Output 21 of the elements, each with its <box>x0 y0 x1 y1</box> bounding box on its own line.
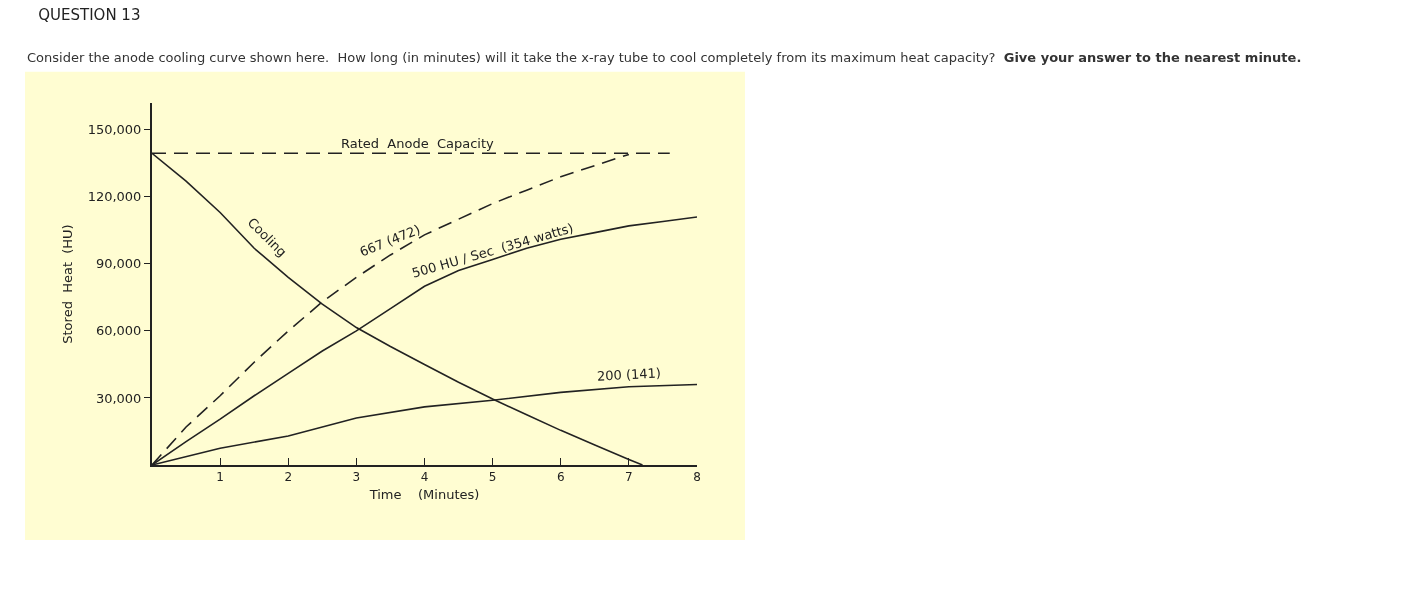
y-axis-title: Stored Heat (HU) <box>60 224 76 344</box>
x-tick-label: 6 <box>556 470 565 485</box>
x-axis-title: Time (Minutes) <box>368 486 480 502</box>
y-tick-label: 120,000 <box>87 189 142 205</box>
x-tick-label: 8 <box>693 470 701 485</box>
text: 667 (472) <box>357 221 423 260</box>
x-tick-label: 4 <box>420 470 429 485</box>
y-tick-label: 90,000 <box>95 256 142 272</box>
x-tick-label: 1 <box>216 470 224 485</box>
chart-title: QUESTION 13 <box>38 5 141 24</box>
y-tick-label: 60,000 <box>95 323 142 339</box>
y-tick-label: 150,000 <box>87 122 142 138</box>
series-label: 200 (141) <box>596 365 662 384</box>
text: Give your answer to the nearest minute. <box>1003 50 1302 65</box>
x-tick-label: 5 <box>488 470 497 485</box>
y-tick-label: 30,000 <box>95 390 142 406</box>
x-tick-label: 7 <box>625 470 633 485</box>
chart-subtitle: Consider the anode cooling curve shown here. How long (in minutes) will it take the x-ray tube to cool completely from its maximum heat capacity? <box>27 50 996 65</box>
x-tick-label: 2 <box>284 470 293 485</box>
series-label: Rated Anode Capacity <box>341 136 495 151</box>
x-tick-label: 3 <box>352 470 361 485</box>
